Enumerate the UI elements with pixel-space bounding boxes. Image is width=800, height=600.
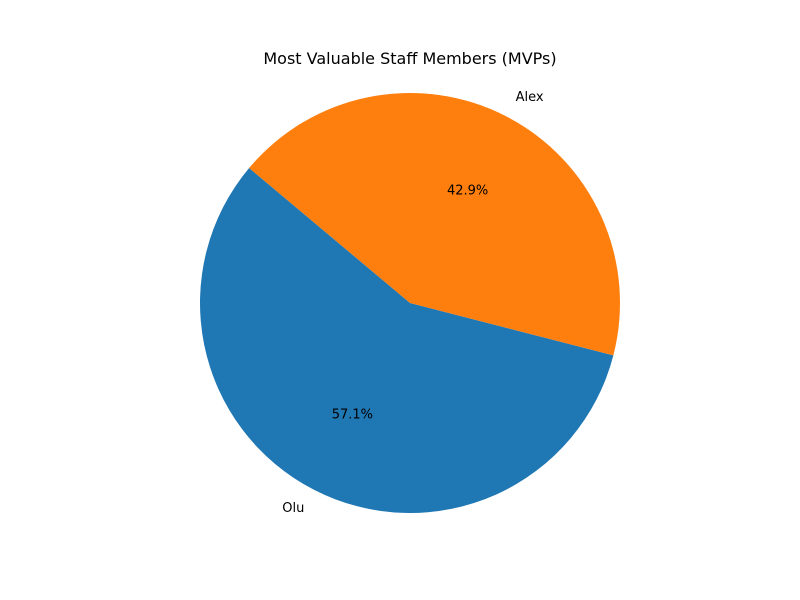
pie-labels: Olu 57.1% Alex 42.9% (282, 90, 544, 516)
pie-slice-olu (200, 168, 614, 513)
pie-slice-alex (249, 92, 620, 356)
chart-title: Most Valuable Staff Members (MVPs) (263, 49, 556, 68)
slice-label-olu: Olu (282, 501, 304, 516)
pie-slices (200, 92, 620, 513)
slice-label-alex: Alex (516, 90, 544, 105)
percent-label-olu: 57.1% (332, 408, 373, 423)
percent-label-alex: 42.9% (447, 183, 488, 198)
